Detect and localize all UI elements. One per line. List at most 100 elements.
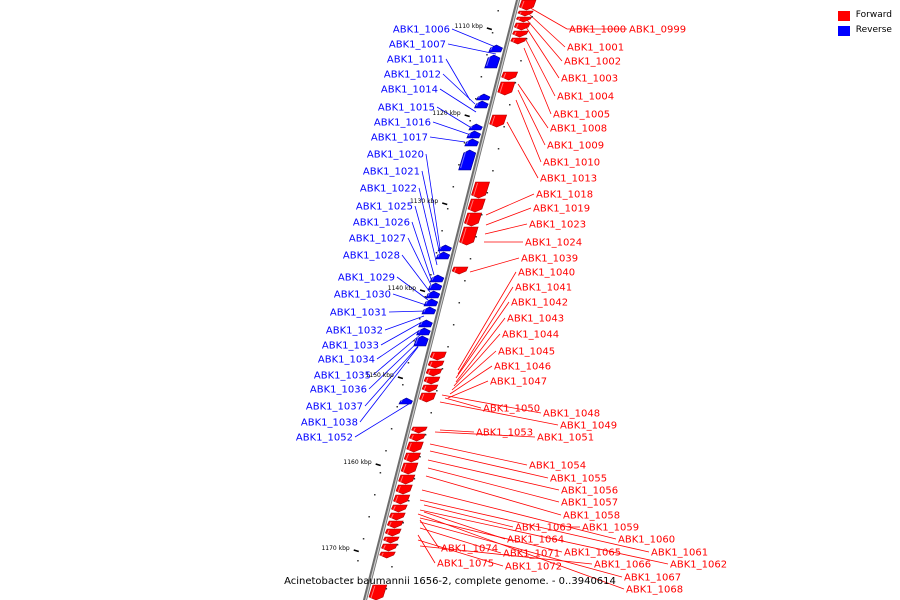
reverse-gene-block[interactable] bbox=[464, 138, 479, 147]
forward-gene-label[interactable]: ABK1_1056 bbox=[561, 486, 618, 497]
forward-gene-block[interactable] bbox=[425, 368, 443, 377]
forward-gene-label[interactable]: ABK1_1024 bbox=[525, 238, 582, 249]
forward-gene-label[interactable]: ABK1_1047 bbox=[490, 377, 547, 388]
forward-gene-label[interactable]: ABK1_1053 bbox=[476, 428, 533, 439]
forward-gene-label[interactable]: ABK1_1018 bbox=[536, 190, 593, 201]
forward-gene-label[interactable]: ABK1_1041 bbox=[515, 283, 572, 294]
reverse-gene-label[interactable]: ABK1_1015 bbox=[378, 103, 435, 114]
reverse-gene-label[interactable]: ABK1_1022 bbox=[360, 184, 417, 195]
reverse-gene-label[interactable]: ABK1_1032 bbox=[326, 326, 383, 337]
forward-gene-label[interactable]: ABK1_1068 bbox=[626, 585, 683, 596]
forward-gene-block[interactable] bbox=[497, 81, 516, 96]
reverse-gene-block[interactable] bbox=[437, 244, 452, 252]
forward-gene-label[interactable]: ABK1_1005 bbox=[553, 110, 610, 121]
reverse-gene-label[interactable]: ABK1_1031 bbox=[330, 308, 387, 319]
forward-gene-label[interactable]: ABK1_1057 bbox=[561, 498, 618, 509]
forward-gene-label[interactable]: ABK1_1042 bbox=[511, 298, 568, 309]
forward-gene-block[interactable] bbox=[411, 426, 428, 434]
reverse-gene-label[interactable]: ABK1_1036 bbox=[310, 385, 367, 396]
forward-gene-block[interactable] bbox=[513, 22, 531, 31]
forward-gene-block[interactable] bbox=[423, 376, 441, 385]
forward-gene-label[interactable]: ABK1_1010 bbox=[543, 158, 600, 169]
reverse-gene-block[interactable] bbox=[416, 327, 431, 336]
forward-gene-block[interactable] bbox=[427, 360, 445, 369]
forward-gene-label[interactable]: ABK1_1048 bbox=[543, 409, 600, 420]
forward-gene-block[interactable] bbox=[519, 0, 537, 11]
reverse-gene-label[interactable]: ABK1_1037 bbox=[306, 402, 363, 413]
reverse-gene-block[interactable] bbox=[476, 93, 491, 101]
reverse-gene-block[interactable] bbox=[425, 290, 441, 299]
forward-gene-block[interactable] bbox=[389, 512, 406, 521]
forward-gene-label[interactable]: ABK1_1074 bbox=[441, 544, 498, 555]
reverse-gene-label[interactable]: ABK1_1025 bbox=[356, 202, 413, 213]
forward-gene-label[interactable]: ABK1_1013 bbox=[540, 174, 597, 185]
forward-gene-label[interactable]: ABK1_1072 bbox=[505, 562, 562, 573]
forward-gene-label[interactable]: ABK1_1001 bbox=[567, 43, 624, 54]
forward-gene-block[interactable] bbox=[379, 551, 396, 559]
forward-gene-block[interactable] bbox=[386, 520, 404, 529]
reverse-gene-block[interactable] bbox=[458, 149, 477, 171]
forward-gene-block[interactable] bbox=[501, 71, 519, 81]
reverse-gene-label[interactable]: ABK1_1017 bbox=[371, 133, 428, 144]
forward-gene-block[interactable] bbox=[384, 528, 402, 537]
reverse-gene-block[interactable] bbox=[427, 282, 443, 291]
forward-gene-block[interactable] bbox=[517, 10, 534, 17]
forward-gene-label[interactable]: ABK1_1058 bbox=[563, 511, 620, 522]
forward-gene-label[interactable]: ABK1_1061 bbox=[651, 548, 708, 559]
reverse-gene-label[interactable]: ABK1_1038 bbox=[301, 418, 358, 429]
forward-gene-label[interactable]: ABK1_1040 bbox=[518, 268, 575, 279]
forward-gene-block[interactable] bbox=[383, 536, 400, 544]
reverse-gene-label[interactable]: ABK1_1027 bbox=[349, 234, 406, 245]
forward-gene-block[interactable] bbox=[421, 384, 439, 393]
reverse-gene-block[interactable] bbox=[468, 123, 483, 131]
reverse-gene-label[interactable]: ABK1_1011 bbox=[387, 55, 444, 66]
reverse-gene-label[interactable]: ABK1_1012 bbox=[384, 70, 441, 81]
forward-gene-label[interactable]: ABK1_1009 bbox=[547, 141, 604, 152]
forward-gene-label[interactable]: ABK1_1066 bbox=[594, 560, 651, 571]
reverse-gene-block[interactable] bbox=[421, 306, 437, 315]
reverse-gene-block[interactable] bbox=[398, 397, 413, 405]
forward-gene-label[interactable]: ABK1_1062 bbox=[670, 560, 727, 571]
forward-gene-block[interactable] bbox=[471, 181, 490, 199]
forward-gene-label[interactable]: ABK1_1044 bbox=[502, 330, 559, 341]
reverse-gene-block[interactable] bbox=[484, 54, 501, 69]
forward-gene-block[interactable] bbox=[451, 266, 469, 275]
forward-gene-label[interactable]: ABK1_1004 bbox=[557, 92, 614, 103]
reverse-gene-label[interactable]: ABK1_1021 bbox=[363, 167, 420, 178]
forward-gene-label[interactable]: ABK1_1043 bbox=[507, 314, 564, 325]
forward-gene-block[interactable] bbox=[459, 226, 479, 246]
forward-gene-block[interactable] bbox=[400, 462, 419, 475]
forward-gene-block[interactable] bbox=[406, 441, 424, 453]
forward-gene-label[interactable]: ABK1_1060 bbox=[618, 535, 675, 546]
reverse-gene-label[interactable]: ABK1_1020 bbox=[367, 150, 424, 161]
reverse-gene-block[interactable] bbox=[429, 274, 445, 283]
forward-gene-label[interactable]: ABK1_1055 bbox=[550, 474, 607, 485]
forward-gene-block[interactable] bbox=[429, 351, 447, 361]
forward-gene-block[interactable] bbox=[391, 504, 408, 513]
forward-gene-block[interactable] bbox=[395, 484, 413, 495]
forward-gene-label[interactable]: ABK1_1000 bbox=[569, 25, 626, 36]
forward-gene-label[interactable]: ABK1_1019 bbox=[533, 204, 590, 215]
forward-gene-label[interactable]: ABK1_1071 bbox=[503, 549, 560, 560]
reverse-gene-label[interactable]: ABK1_1006 bbox=[393, 25, 450, 36]
forward-gene-label[interactable]: ABK1_1065 bbox=[564, 548, 621, 559]
forward-gene-block[interactable] bbox=[409, 433, 426, 442]
forward-gene-label[interactable]: ABK1_1045 bbox=[498, 347, 555, 358]
reverse-gene-block[interactable] bbox=[466, 130, 481, 139]
forward-gene-label[interactable]: ABK1_1003 bbox=[561, 74, 618, 85]
reverse-gene-block[interactable] bbox=[488, 44, 503, 53]
reverse-gene-label[interactable]: ABK1_1014 bbox=[381, 85, 438, 96]
reverse-gene-block[interactable] bbox=[473, 100, 489, 109]
forward-gene-label[interactable]: ABK1_1063 bbox=[515, 523, 572, 534]
reverse-gene-block[interactable] bbox=[418, 319, 433, 328]
forward-gene-label[interactable]: ABK1_1054 bbox=[529, 461, 586, 472]
forward-gene-label[interactable]: ABK1_1059 bbox=[582, 523, 639, 534]
reverse-gene-block[interactable] bbox=[435, 251, 451, 260]
reverse-gene-label[interactable]: ABK1_1033 bbox=[322, 341, 379, 352]
forward-gene-block[interactable] bbox=[489, 114, 508, 128]
forward-gene-block[interactable] bbox=[463, 212, 483, 227]
reverse-gene-label[interactable]: ABK1_1028 bbox=[343, 251, 400, 262]
forward-gene-label[interactable]: ABK1_1064 bbox=[507, 535, 564, 546]
forward-gene-label[interactable]: ABK1_1023 bbox=[529, 220, 586, 231]
forward-gene-block[interactable] bbox=[512, 30, 529, 38]
